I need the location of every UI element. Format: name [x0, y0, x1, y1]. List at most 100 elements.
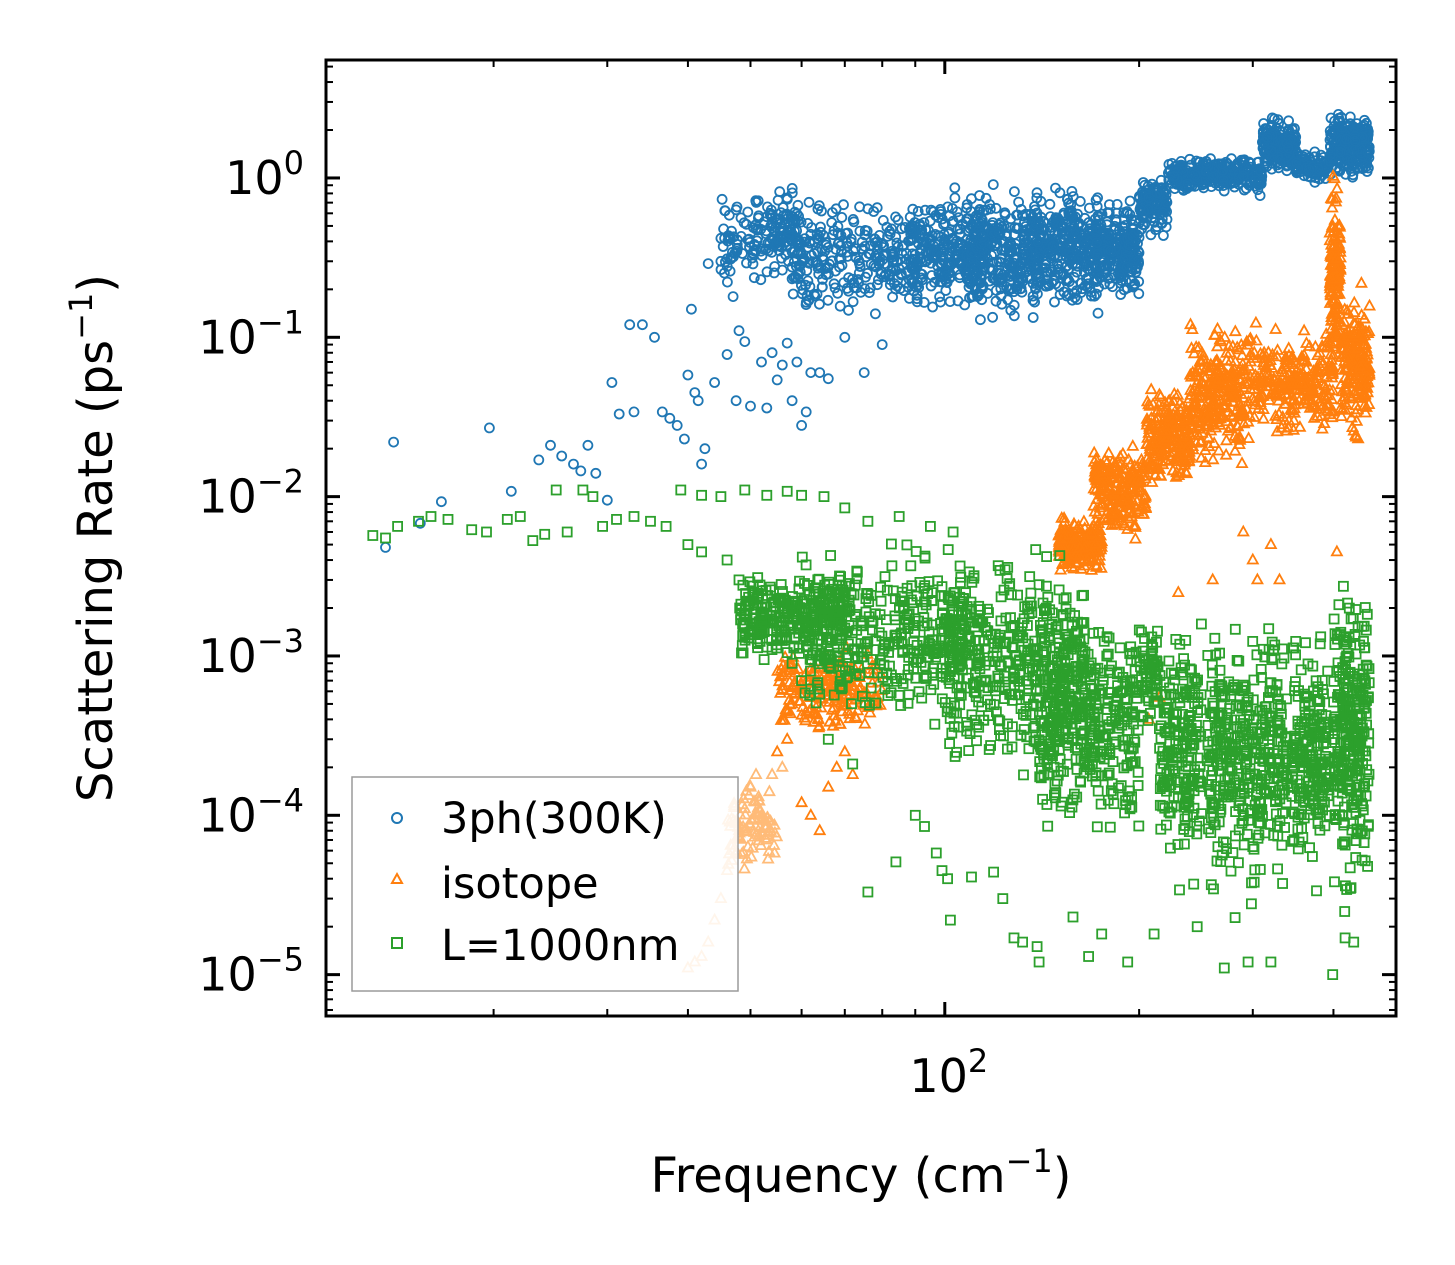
point-circle: [803, 295, 814, 307]
point-circle: [817, 281, 828, 293]
point-circle: [803, 196, 815, 208]
point-circle: [722, 276, 733, 288]
point-circle: [822, 294, 834, 306]
point-circle: [719, 205, 731, 217]
point-circle: [1046, 277, 1058, 289]
point-circle: [994, 273, 1005, 285]
point-circle: [872, 240, 883, 251]
point-circle: [975, 282, 987, 294]
point-circle: [733, 325, 745, 337]
point-circle: [839, 331, 851, 343]
point-circle: [568, 458, 579, 470]
point-circle: [724, 231, 736, 243]
point-circle: [388, 436, 400, 448]
point-circle: [692, 395, 704, 407]
point-circle: [975, 314, 986, 326]
point-circle: [890, 231, 902, 243]
point-circle: [961, 273, 973, 285]
point-circle: [1015, 266, 1026, 278]
point-circle: [728, 231, 740, 243]
point-circle: [787, 211, 799, 223]
point-circle: [1008, 252, 1020, 264]
point-circle: [817, 229, 829, 241]
point-circle: [702, 258, 714, 270]
point-circle: [944, 272, 955, 284]
point-circle: [1084, 202, 1095, 214]
point-circle: [716, 193, 728, 205]
point-circle: [624, 319, 636, 331]
point-circle: [795, 245, 806, 257]
point-circle: [505, 485, 517, 497]
point-circle: [843, 272, 854, 284]
point-circle: [817, 273, 828, 285]
point-circle: [806, 222, 817, 233]
point-circle: [930, 209, 942, 221]
point-circle: [1032, 272, 1044, 284]
point-circle: [914, 247, 926, 259]
point-circle: [696, 458, 707, 470]
point-circle: [935, 250, 947, 262]
point-circle: [834, 300, 846, 312]
point-circle: [1049, 296, 1060, 308]
point-circle: [601, 494, 613, 506]
point-circle: [1091, 288, 1102, 300]
point-circle: [786, 182, 798, 194]
point-circle: [761, 266, 773, 278]
point-circle: [545, 439, 556, 451]
point-circle: [805, 228, 817, 240]
point-circle: [1024, 261, 1036, 273]
point-circle: [1047, 240, 1059, 252]
point-circle: [790, 271, 802, 283]
point-circle: [717, 241, 729, 252]
point-circle: [906, 227, 918, 238]
point-circle: [990, 295, 1002, 307]
point-circle: [745, 400, 756, 412]
point-circle: [613, 408, 625, 420]
point-circle: [748, 249, 759, 261]
point-circle: [858, 367, 870, 379]
point-circle: [781, 192, 793, 204]
point-circle: [786, 261, 798, 273]
point-circle: [679, 433, 690, 445]
point-circle: [910, 263, 922, 275]
point-circle: [884, 228, 896, 240]
point-circle: [817, 251, 828, 263]
point-circle: [861, 225, 873, 237]
points-layer: [367, 109, 1377, 980]
point-circle: [1013, 196, 1024, 208]
point-circle: [1005, 304, 1017, 316]
point-circle: [929, 276, 940, 288]
point-circle: [1060, 219, 1072, 231]
point-circle: [766, 347, 778, 359]
point-circle: [870, 308, 881, 320]
point-circle: [999, 209, 1011, 221]
point-circle: [974, 217, 985, 229]
point-circle: [1033, 216, 1045, 228]
point-circle: [725, 253, 737, 265]
point-circle: [835, 253, 847, 265]
point-circle: [533, 454, 545, 466]
point-circle: [1002, 269, 1014, 281]
point-circle: [850, 252, 862, 264]
point-circle: [765, 204, 777, 216]
point-circle: [656, 406, 668, 418]
point-circle: [1055, 233, 1066, 244]
point-circle: [800, 279, 811, 291]
point-circle: [847, 296, 859, 308]
point-circle: [887, 263, 899, 275]
point-circle: [1079, 252, 1091, 264]
point-circle: [709, 377, 720, 388]
point-circle: [905, 228, 917, 240]
point-circle: [1004, 222, 1016, 234]
point-circle: [752, 195, 764, 207]
point-circle: [793, 268, 804, 280]
point-circle: [842, 227, 853, 239]
point-circle: [892, 214, 904, 226]
point-circle: [904, 211, 916, 223]
point-circle: [934, 291, 945, 303]
point-circle: [671, 419, 683, 431]
point-circle: [877, 214, 889, 226]
point-circle: [876, 339, 888, 351]
point-circle: [664, 412, 676, 424]
